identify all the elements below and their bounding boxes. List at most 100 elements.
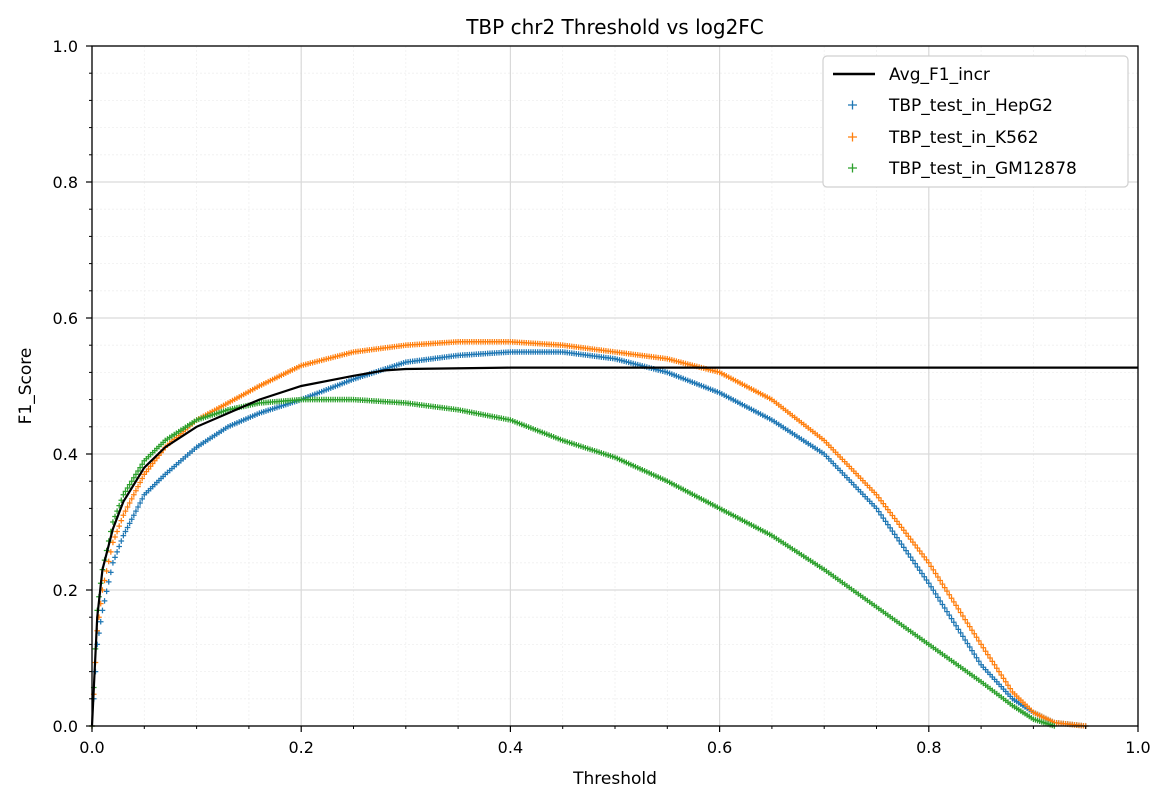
- data-point: [930, 587, 937, 594]
- data-point: [120, 512, 127, 518]
- data-point: [976, 638, 982, 644]
- data-point: [135, 468, 141, 474]
- data-point: [923, 577, 930, 583]
- data-point: [103, 568, 110, 574]
- legend-plus-marker: [848, 100, 857, 110]
- data-point: [916, 548, 923, 554]
- data-point: [137, 500, 143, 506]
- data-point: [105, 558, 112, 565]
- data-point: [118, 538, 125, 544]
- x-tick-label: 1.0: [1125, 738, 1150, 757]
- data-point: [910, 539, 916, 545]
- data-point: [898, 541, 905, 547]
- data-point: [969, 627, 975, 634]
- data-point: [946, 612, 953, 618]
- data-point: [919, 570, 925, 577]
- data-point: [131, 475, 137, 481]
- data-point: [99, 607, 106, 614]
- data-point: [951, 619, 957, 626]
- data-point: [907, 554, 914, 560]
- data-point: [878, 512, 884, 518]
- data-point: [882, 518, 889, 525]
- data-point: [128, 516, 135, 523]
- data-point: [133, 487, 139, 494]
- data-point: [900, 527, 907, 534]
- data-point: [910, 557, 916, 564]
- data-point: [953, 622, 959, 629]
- data-point: [112, 534, 118, 540]
- data-point: [996, 668, 1002, 675]
- data-point: [971, 630, 978, 637]
- data-point: [928, 583, 934, 590]
- data-point: [907, 536, 914, 542]
- data-point: [139, 475, 146, 482]
- data-point: [957, 609, 964, 616]
- data-point: [137, 464, 143, 471]
- data-point: [133, 508, 139, 514]
- data-point: [980, 645, 987, 651]
- series-group: [89, 339, 1138, 729]
- data-point: [898, 524, 905, 531]
- data-point: [912, 560, 918, 567]
- data-point: [919, 551, 925, 557]
- data-point: [1007, 685, 1014, 692]
- data-point: [969, 647, 975, 654]
- data-point: [885, 521, 891, 528]
- data-point: [873, 492, 880, 498]
- data-point: [97, 618, 104, 625]
- data-point: [135, 483, 141, 490]
- data-point: [900, 544, 907, 551]
- data-point: [912, 542, 918, 548]
- data-point: [126, 520, 133, 527]
- data-point: [1005, 682, 1011, 688]
- y-tick-label: 0.8: [53, 173, 78, 192]
- data-point: [973, 654, 980, 661]
- series-tbp_test_in_k562: [89, 339, 1089, 729]
- data-point: [120, 492, 127, 498]
- data-point: [953, 602, 959, 609]
- x-axis-label: Threshold: [572, 769, 657, 789]
- legend-plus-marker: [848, 163, 857, 173]
- data-point: [126, 481, 133, 488]
- data-point: [982, 648, 989, 654]
- data-point: [139, 496, 146, 502]
- data-point: [896, 521, 903, 528]
- data-point: [101, 577, 108, 584]
- legend-label: TBP_test_in_GM12878: [888, 159, 1077, 179]
- y-tick-label: 0.6: [53, 309, 78, 328]
- data-point: [124, 524, 131, 531]
- data-point: [948, 615, 955, 622]
- data-point: [903, 530, 909, 537]
- data-point: [124, 504, 131, 510]
- legend-label: TBP_test_in_K562: [888, 128, 1039, 148]
- data-point: [966, 644, 973, 650]
- data-point: [962, 616, 968, 623]
- data-point: [903, 547, 909, 554]
- data-point: [137, 479, 143, 486]
- data-point: [976, 658, 982, 665]
- data-point: [985, 651, 991, 658]
- legend: Avg_F1_incr TBP_test_in_HepG2 TBP_test_in_…: [822, 55, 1129, 188]
- x-tick-label: 0.2: [288, 738, 313, 757]
- data-point: [1002, 679, 1009, 685]
- data-point: [955, 626, 962, 633]
- data-point: [946, 591, 953, 598]
- data-point: [989, 658, 996, 665]
- data-point: [939, 581, 946, 587]
- axes-ticks: 0.0 0.2 0.4 0.6 0.8 1.0 0.0 0.2 0.4 0.6 0.8 1.0: [53, 37, 1151, 757]
- data-point: [131, 512, 137, 518]
- data-point: [914, 545, 921, 551]
- data-point: [133, 471, 139, 478]
- data-point: [973, 634, 980, 641]
- data-point: [932, 591, 939, 597]
- data-point: [921, 554, 928, 560]
- data-point: [120, 532, 127, 539]
- data-point: [960, 613, 966, 619]
- data-point: [966, 623, 973, 630]
- data-point: [128, 478, 135, 484]
- series-line-avg_f1_incr: [90, 366, 1138, 727]
- data-point: [971, 651, 978, 657]
- data-point: [930, 567, 937, 573]
- data-point: [926, 560, 932, 566]
